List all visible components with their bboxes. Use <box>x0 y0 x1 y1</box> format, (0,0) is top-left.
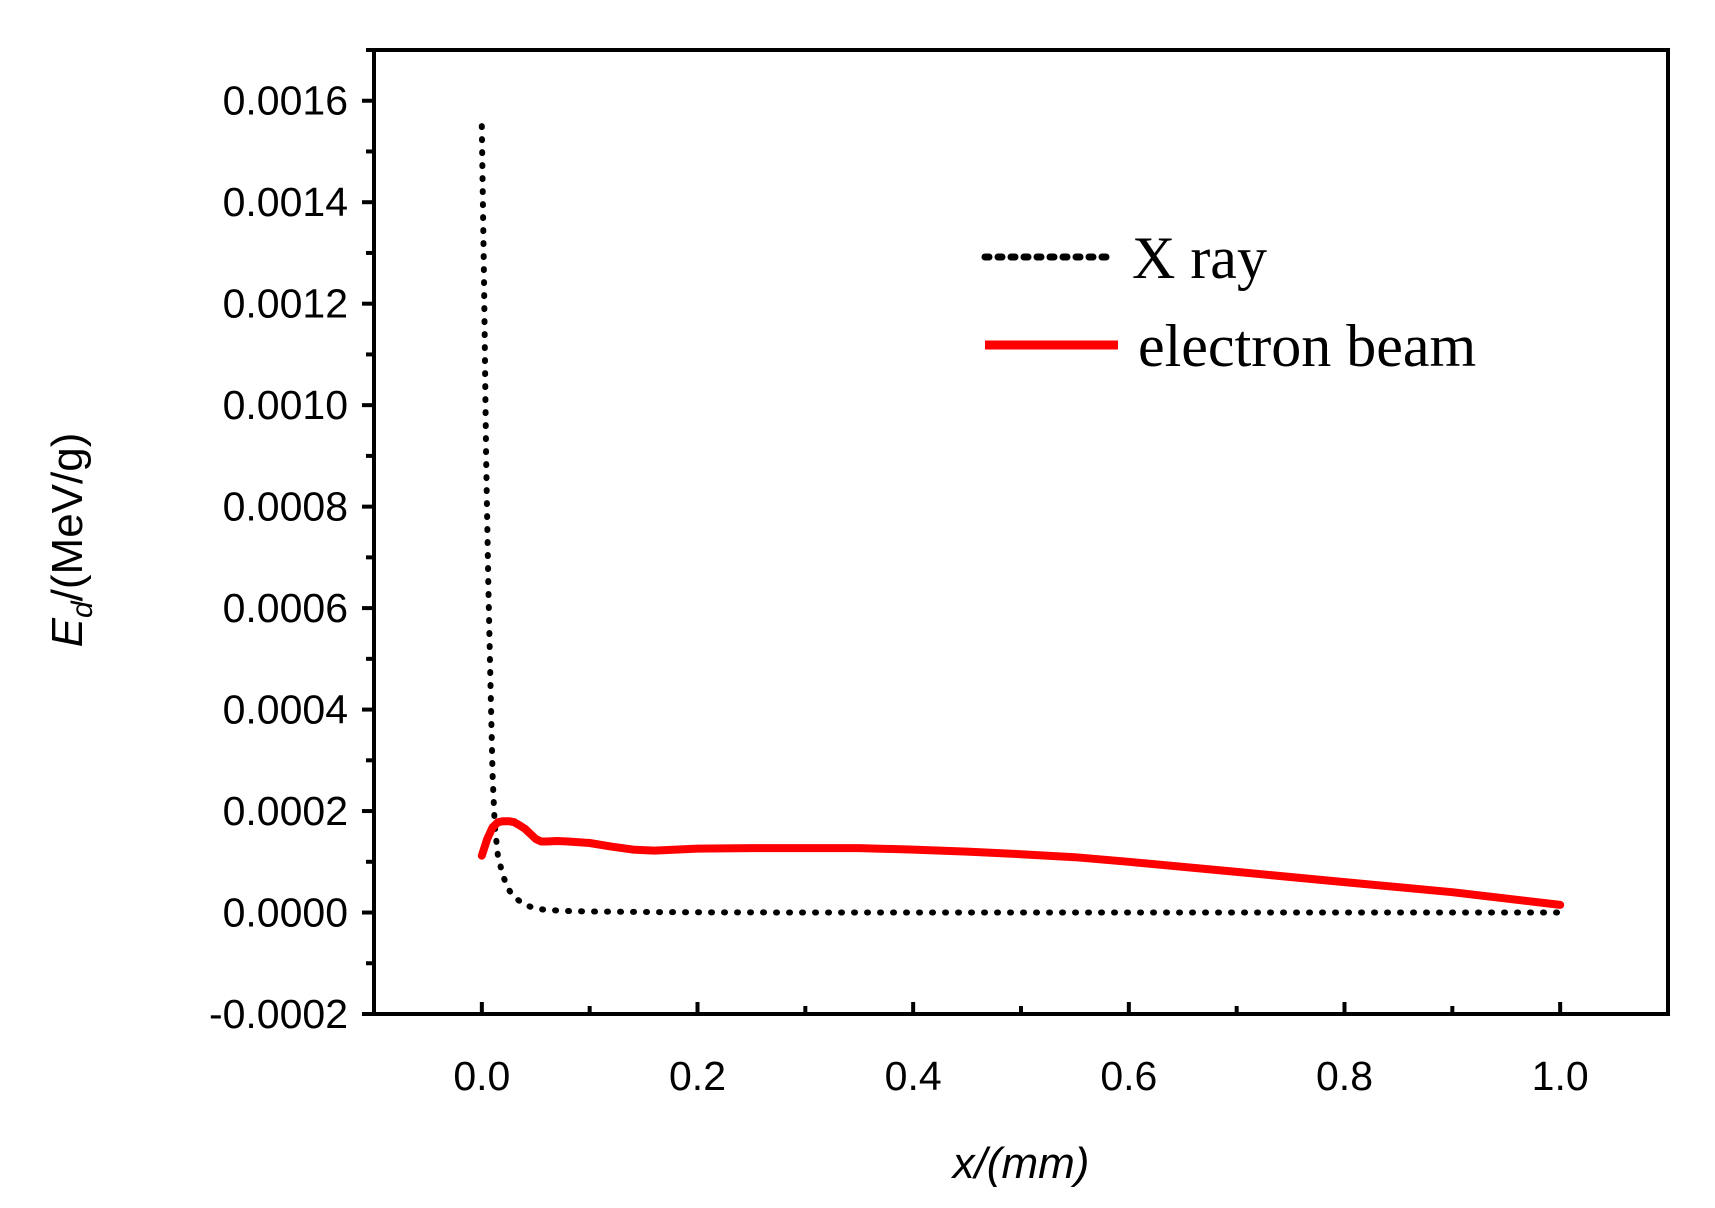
y-axis-title: Ed/(MeV/g) <box>43 433 99 648</box>
series-group <box>477 123 1565 916</box>
y-tick-label: 0.0002 <box>223 788 348 834</box>
y-tick-label: 0.0010 <box>223 382 348 428</box>
x-tick-label: 0.4 <box>885 1053 942 1099</box>
axis-ticks: -0.0002 0.0000 0.0002 0.0004 0.0006 0.0008 0.0… <box>209 48 1670 1099</box>
y-tick-label: -0.0002 <box>209 991 348 1037</box>
legend-label-x-ray: X ray <box>1132 225 1267 291</box>
y-tick-label: 0.0000 <box>223 890 348 936</box>
x-axis-title: x/(mm) <box>951 1139 1090 1188</box>
plot-frame <box>372 48 1670 1016</box>
series-line-electron-beam <box>477 817 1565 909</box>
y-axis-title-unit: /(MeV/g) <box>43 433 92 602</box>
x-tick-label: 0.8 <box>1316 1053 1373 1099</box>
y-tick-label: 0.0012 <box>223 281 348 327</box>
legend: X ray electron beam <box>981 225 1476 379</box>
x-tick-label: 1.0 <box>1532 1053 1589 1099</box>
y-axis-title-subscript: d <box>66 600 99 618</box>
x-tick-label: 0.0 <box>453 1053 510 1099</box>
y-tick-label: 0.0016 <box>223 78 348 124</box>
y-tick-label: 0.0008 <box>223 484 348 530</box>
y-tick-label: 0.0004 <box>223 687 348 733</box>
legend-label-electron-beam: electron beam <box>1138 313 1476 379</box>
x-tick-label: 0.6 <box>1100 1053 1157 1099</box>
x-tick-label: 0.2 <box>669 1053 726 1099</box>
y-axis-title-main: E <box>43 617 92 647</box>
y-tick-label: 0.0014 <box>223 179 348 225</box>
series-line-x-ray <box>478 123 1564 916</box>
y-tick-label: 0.0006 <box>223 585 348 631</box>
